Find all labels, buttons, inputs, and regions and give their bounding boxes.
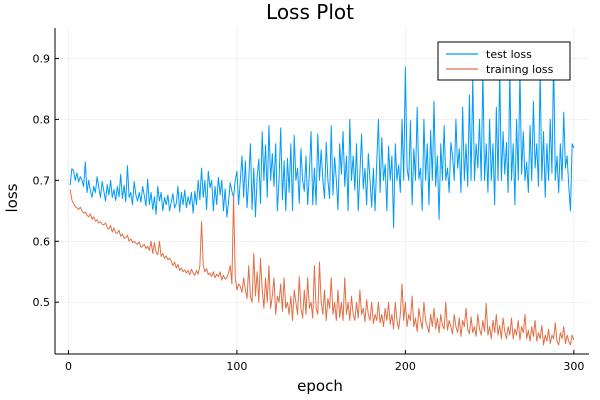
legend: test loss training loss: [437, 41, 571, 81]
legend-label-training-loss: training loss: [486, 63, 554, 76]
tick-labels: 0 100 200 300 0.5 0.6 0.7 0.8 0.9: [33, 52, 585, 373]
series-line-training-loss: [69, 189, 575, 346]
x-axis-label: epoch: [297, 377, 343, 395]
y-tick-label-2: 0.7: [33, 174, 51, 187]
y-tick-label-0: 0.5: [33, 296, 51, 309]
legend-label-test-loss: test loss: [486, 48, 532, 61]
chart-title: Loss Plot: [266, 0, 354, 24]
legend-box: [437, 41, 571, 81]
series: [69, 57, 575, 346]
y-axis-label: loss: [3, 183, 21, 212]
series-line-test-loss: [69, 57, 575, 229]
y-tick-label-4: 0.9: [33, 52, 51, 65]
x-tick-label-0: 0: [65, 360, 72, 373]
y-tick-label-1: 0.6: [33, 235, 51, 248]
x-tick-label-2: 200: [395, 360, 416, 373]
axes: [54, 28, 589, 355]
y-tick-label-3: 0.8: [33, 113, 51, 126]
x-tick-label-1: 100: [226, 360, 247, 373]
x-tick-label-3: 300: [563, 360, 584, 373]
